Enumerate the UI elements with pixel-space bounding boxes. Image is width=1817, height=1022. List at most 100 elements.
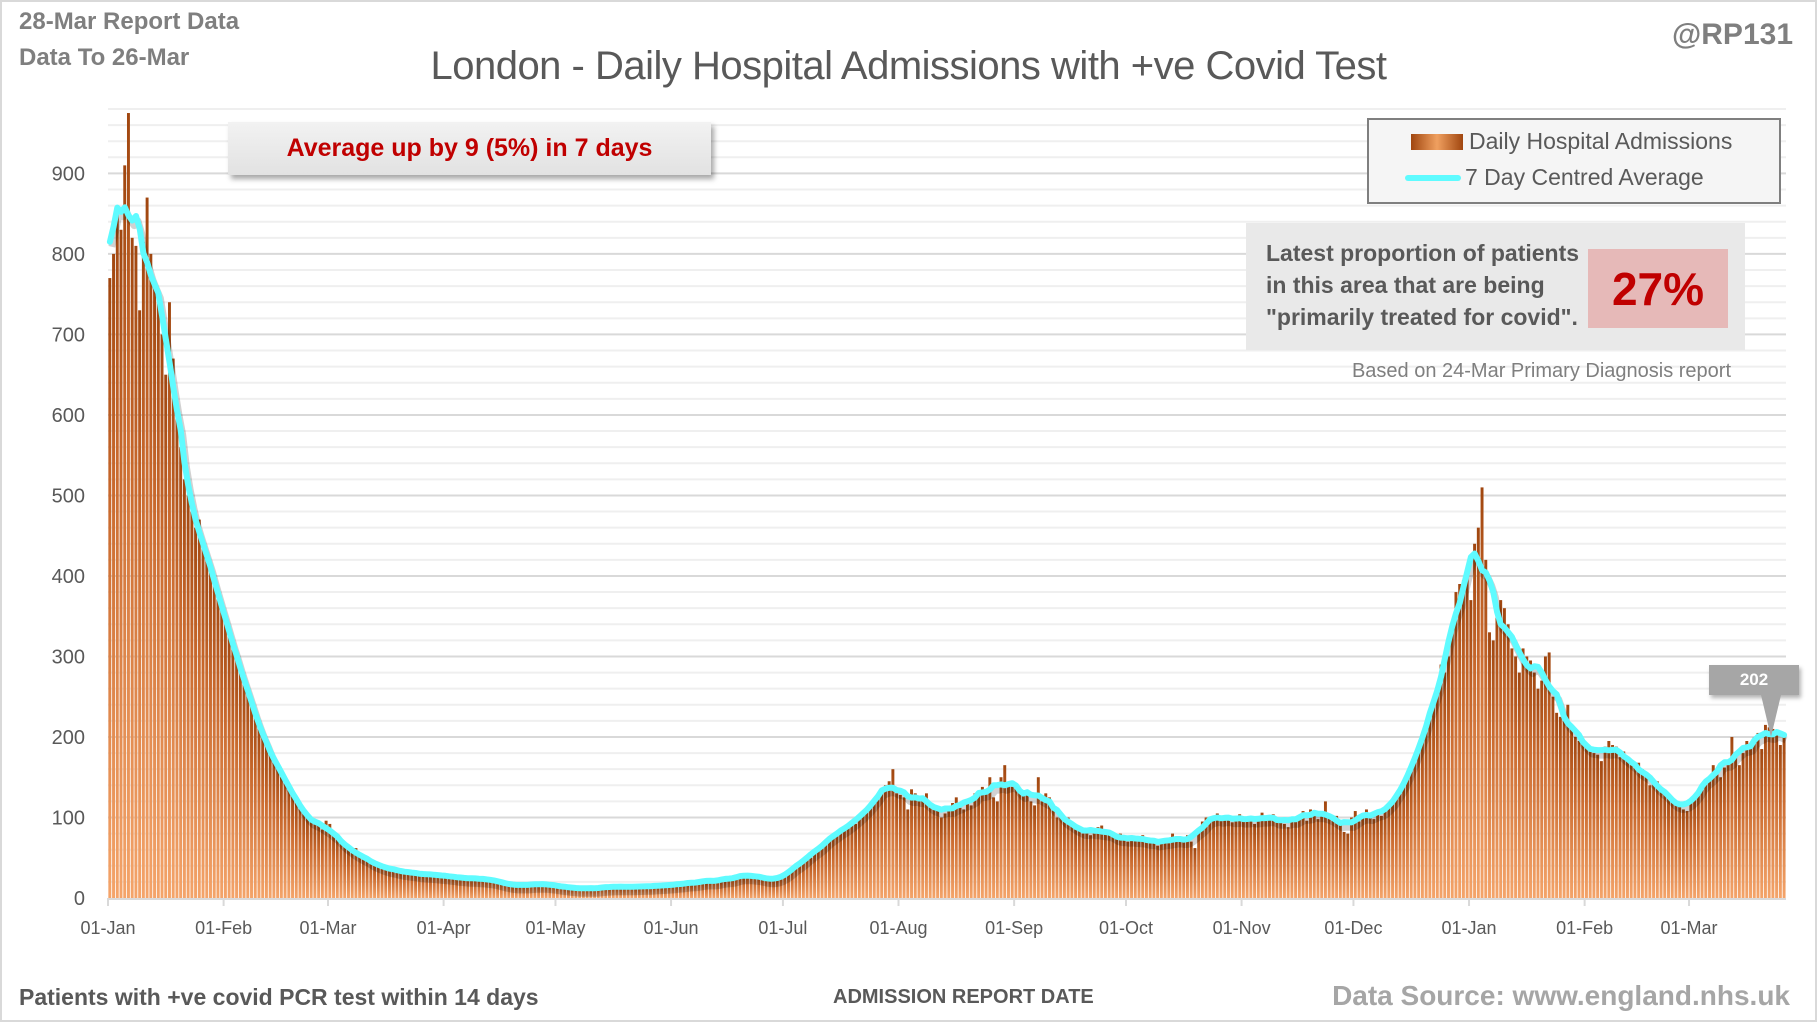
bar: [268, 753, 272, 898]
bars-daily-admissions: [108, 113, 1786, 899]
bar: [686, 882, 690, 898]
bar: [1711, 765, 1715, 898]
bar: [1678, 805, 1682, 898]
bar: [883, 785, 887, 898]
bar: [1480, 487, 1484, 898]
bar: [1394, 798, 1398, 898]
bar: [335, 837, 339, 898]
bar: [1543, 656, 1547, 898]
bar: [1521, 648, 1525, 898]
bar: [1767, 727, 1771, 898]
bar: [1234, 815, 1238, 898]
bar: [593, 888, 597, 898]
bar: [1387, 805, 1391, 898]
bar: [175, 414, 179, 898]
bar: [1092, 829, 1096, 898]
bar: [488, 879, 492, 898]
bar: [525, 884, 529, 898]
bar: [1514, 656, 1518, 898]
bar: [1704, 781, 1708, 898]
bar: [1775, 730, 1779, 898]
bar: [209, 567, 212, 898]
bar: [503, 883, 507, 898]
bar: [1137, 840, 1141, 898]
bar: [227, 632, 231, 898]
bar: [1156, 845, 1160, 898]
bar: [384, 867, 388, 898]
bar: [1599, 761, 1603, 898]
bar: [350, 852, 354, 898]
bar: [1327, 817, 1331, 898]
bar: [242, 680, 246, 898]
bar: [1260, 812, 1264, 898]
bar: [253, 712, 257, 898]
bar: [369, 861, 373, 898]
bar: [1309, 809, 1312, 898]
x-tick-label: 01-Oct: [1099, 918, 1153, 938]
bar: [421, 873, 425, 898]
bar: [921, 801, 925, 898]
bar: [630, 886, 634, 898]
bar: [1186, 835, 1189, 898]
bar: [1644, 775, 1648, 898]
proportion-line: Latest proportion of patients: [1266, 240, 1580, 266]
bar: [1592, 753, 1596, 898]
bar: [1432, 704, 1436, 898]
bar: [622, 886, 626, 898]
bar: [1346, 833, 1350, 898]
x-tick-label: 01-Apr: [417, 918, 471, 938]
legend-item-average: 7 Day Centred Average: [1405, 164, 1704, 191]
bar: [1342, 831, 1346, 898]
bar: [1506, 624, 1510, 898]
bar: [1297, 815, 1301, 898]
bar: [544, 884, 548, 898]
bar: [734, 875, 738, 898]
bar: [1282, 823, 1286, 898]
average-line-group: [106, 204, 1788, 897]
bar: [279, 777, 283, 898]
bar: [1152, 843, 1156, 898]
bar: [112, 253, 116, 899]
bar: [380, 865, 384, 898]
x-tick-label: 01-Jul: [758, 918, 807, 938]
bar: [1674, 803, 1678, 898]
bar: [731, 877, 734, 898]
bar: [1350, 817, 1353, 898]
bar: [552, 882, 556, 898]
bar: [1275, 817, 1279, 898]
bar: [1689, 803, 1693, 898]
x-tick-label: 01-Mar: [1661, 918, 1718, 938]
bar: [988, 777, 992, 898]
bar: [1323, 801, 1327, 898]
y-tick-label: 900: [52, 163, 85, 185]
bar: [947, 809, 951, 898]
bar: [600, 886, 604, 898]
bar: [775, 880, 779, 898]
bar: [1708, 777, 1711, 898]
bar: [753, 875, 757, 898]
bar: [511, 885, 514, 898]
bar: [1555, 712, 1559, 898]
data-source: Data Source: www.england.nhs.uk: [1332, 980, 1790, 1011]
x-tick-label: 01-Feb: [1556, 918, 1613, 938]
bar: [365, 859, 369, 898]
x-tick-label: 01-Jan: [80, 918, 135, 938]
bar: [447, 876, 451, 898]
bar: [440, 875, 444, 898]
bar: [462, 877, 466, 898]
bar: [626, 885, 630, 898]
bar: [772, 879, 776, 898]
bar: [1562, 720, 1566, 898]
bar: [1745, 741, 1749, 898]
bar: [965, 801, 969, 898]
bar: [156, 302, 160, 899]
bar: [1122, 840, 1126, 898]
bar: [1461, 579, 1465, 898]
bar: [1529, 660, 1532, 898]
bar: [1465, 575, 1469, 898]
bar: [455, 877, 459, 898]
bar: [134, 245, 138, 898]
bar: [719, 881, 723, 898]
bar: [693, 881, 697, 898]
bar: [984, 791, 988, 898]
